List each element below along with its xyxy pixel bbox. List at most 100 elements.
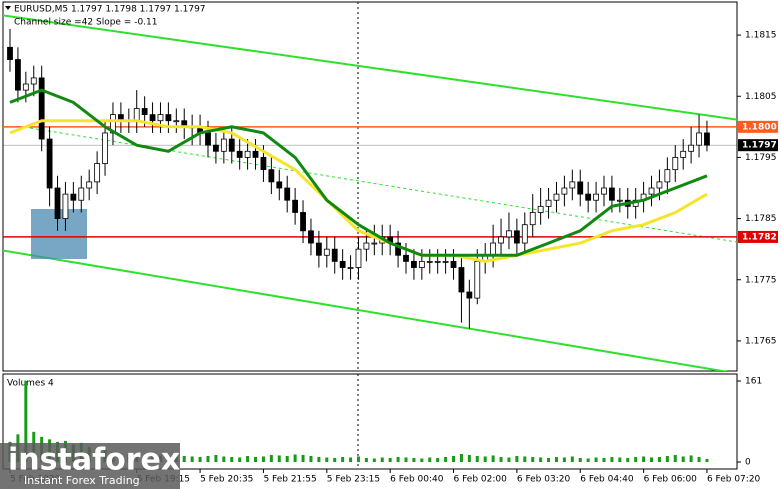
y-tick-label: 1.1805 — [745, 92, 777, 102]
candle-body — [529, 212, 536, 226]
x-tick-label: 5 Feb 21:55 — [263, 475, 316, 485]
candle-body — [86, 181, 93, 189]
volume-bar — [238, 457, 242, 462]
candle-body — [577, 181, 584, 195]
candle-body — [688, 144, 695, 152]
candle-body — [213, 144, 219, 152]
volume-bar — [697, 456, 701, 462]
candle-body — [601, 187, 607, 195]
volume-bar — [261, 456, 265, 462]
candle-body — [347, 267, 354, 269]
volume-bar — [523, 456, 527, 462]
volume-bar — [499, 456, 503, 462]
candle-body — [54, 187, 61, 219]
candle-body — [157, 114, 164, 122]
chart-title: EURUSD,M5 1.1797 1.1798 1.1797 1.1797 — [14, 5, 206, 15]
candle-body — [466, 291, 473, 299]
volume-bar — [650, 457, 654, 462]
candle-body — [268, 169, 275, 183]
candle-body — [664, 169, 671, 183]
x-tick-label: 6 Feb 03:20 — [517, 475, 571, 485]
candle-body — [141, 108, 148, 115]
volume-bar — [182, 455, 186, 462]
candle-body — [569, 181, 576, 189]
volume-bar — [428, 457, 432, 462]
volume-bar — [515, 455, 519, 462]
volume-bar — [436, 457, 440, 462]
volume-bar — [24, 381, 28, 462]
candle-body — [498, 236, 504, 244]
candle-body — [490, 242, 497, 256]
x-tick-label: 6 Feb 04:40 — [580, 475, 634, 485]
candle-body — [474, 260, 481, 299]
candle-body — [513, 230, 520, 244]
candle-body — [276, 181, 283, 189]
candle-body — [7, 46, 13, 60]
watermark-logo: instaforex — [8, 443, 180, 478]
volume-bar — [222, 456, 226, 462]
volume-bar — [214, 454, 218, 462]
volume-bar — [254, 456, 258, 462]
x-tick-label: 6 Feb 00:40 — [390, 475, 444, 485]
volume-bar — [190, 456, 194, 462]
candle-body — [70, 193, 77, 201]
volume-bar — [475, 455, 479, 462]
candle-body — [411, 260, 417, 268]
candle-body — [616, 199, 623, 202]
candle-body — [78, 187, 85, 201]
volume-bar — [412, 457, 416, 462]
level-label: 1.1797 — [742, 141, 777, 151]
candle-body — [244, 150, 251, 158]
volume-bar — [602, 457, 606, 462]
candle-body — [521, 224, 528, 244]
candle-body — [672, 157, 679, 171]
volume-bar — [483, 456, 487, 462]
volume-bar — [705, 458, 709, 462]
plot — [3, 28, 737, 329]
volume-bar — [681, 456, 685, 462]
chart-subtitle: Channel size =42 Slope = -0.11 — [14, 18, 158, 28]
watermark-tagline: Instant Forex Trading — [24, 474, 140, 487]
volume-bar — [333, 457, 337, 462]
candle-body — [553, 193, 560, 201]
candle-body — [545, 199, 552, 207]
candle-body — [252, 150, 259, 158]
candle-body — [94, 163, 101, 183]
volume-bar — [349, 457, 353, 462]
y-tick-label: 1.1795 — [745, 153, 777, 163]
level-label: 1.1800 — [742, 122, 777, 132]
candle-body — [133, 108, 140, 122]
volume-bar — [325, 457, 329, 462]
volume-tick-label: 0 — [745, 458, 751, 468]
volume-bar — [634, 456, 638, 462]
candle-body — [450, 260, 457, 268]
volume-bar — [459, 453, 463, 462]
candle-body — [395, 242, 401, 256]
candle-body — [371, 242, 378, 245]
volume-bar — [372, 458, 376, 462]
axes: 1.1815 1.1805 1.1795 1.1785 1.1775 1.1765 161 0… — [9, 31, 778, 485]
candle-body — [205, 132, 211, 146]
volume-panel — [2, 373, 738, 470]
menu-arrow — [5, 6, 11, 10]
candle-body — [609, 187, 615, 201]
volume-tick-label: 161 — [745, 377, 762, 387]
candle-body — [165, 114, 172, 122]
candle-body — [363, 242, 370, 250]
candle-body — [656, 181, 663, 189]
level-label: 1.1782 — [742, 232, 777, 242]
volume-bar — [554, 456, 558, 462]
volume-bar — [277, 455, 281, 462]
candle-body — [220, 138, 227, 152]
volume-bar — [626, 457, 630, 462]
volume-bar — [293, 454, 297, 462]
candle-body — [458, 267, 465, 293]
candle-body — [339, 260, 346, 268]
volume-bar — [404, 457, 408, 462]
volume-bar — [547, 457, 551, 462]
candle-body — [102, 132, 108, 164]
volume-bar — [673, 454, 677, 462]
volume-bar — [467, 454, 471, 462]
x-tick-label: 5 Feb 20:35 — [200, 475, 253, 485]
candle-body — [648, 187, 655, 195]
